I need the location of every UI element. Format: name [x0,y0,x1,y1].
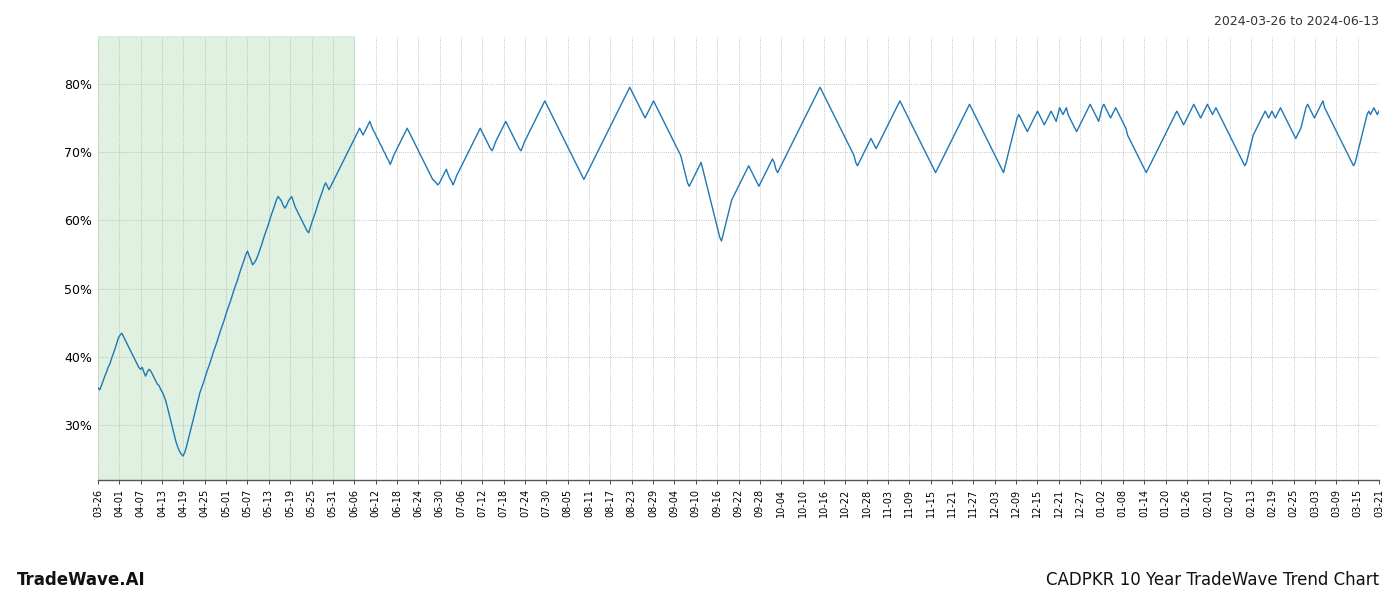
Text: 2024-03-26 to 2024-06-13: 2024-03-26 to 2024-06-13 [1214,15,1379,28]
Text: CADPKR 10 Year TradeWave Trend Chart: CADPKR 10 Year TradeWave Trend Chart [1046,571,1379,589]
Text: TradeWave.AI: TradeWave.AI [17,571,146,589]
Bar [98,36,354,480]
